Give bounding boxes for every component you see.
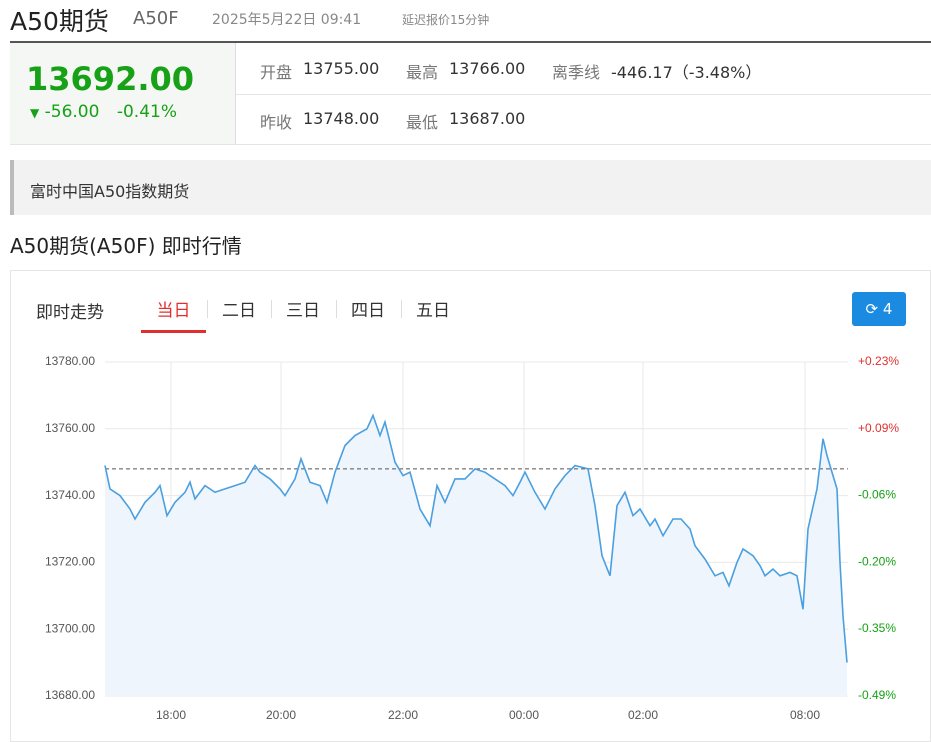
change-pct: -0.41% [116, 102, 177, 122]
change: -56.00 [44, 102, 100, 122]
field-value: 13766.00 [449, 59, 526, 78]
row-divider [10, 144, 931, 145]
y-tick-label: 13740.00 [45, 488, 95, 502]
delay: 延迟报价15分钟 [402, 13, 490, 27]
y-tick-label: 13700.00 [45, 621, 95, 635]
datetime: 2025年5月22日 09:41 [212, 12, 362, 28]
y-tick-label: 13680.00 [45, 688, 95, 702]
price: 13692.00 [26, 60, 195, 98]
field-label: 最低 [406, 113, 439, 132]
tab-sep [401, 300, 402, 318]
y2-tick-label: -0.06% [858, 488, 896, 502]
y2-tick-label: -0.20% [858, 555, 896, 569]
price-panel [10, 43, 236, 144]
y2-tick-label: -0.35% [858, 621, 896, 635]
y-tick-label: 13720.00 [45, 555, 95, 569]
y2-tick-label: +0.23% [858, 354, 899, 368]
tab[interactable]: 三日 [286, 301, 320, 321]
title: A50期货 [10, 7, 109, 36]
field-value: -446.17（-3.48%） [611, 63, 762, 82]
code: A50F [133, 8, 179, 29]
tab-sep [271, 300, 272, 318]
field-label: 昨收 [260, 113, 293, 132]
tab-sep [207, 300, 208, 318]
tab[interactable]: 五日 [416, 301, 450, 321]
refresh-icon: ⟳ [865, 300, 879, 318]
x-tick-label: 22:00 [388, 708, 418, 722]
field-label: 开盘 [260, 63, 293, 82]
field-value: 13748.00 [303, 109, 380, 128]
x-tick-label: 02:00 [628, 708, 658, 722]
y-tick-label: 13780.00 [45, 354, 95, 368]
y-tick-label: 13760.00 [45, 421, 95, 435]
row-divider [236, 94, 931, 95]
description-bar [10, 160, 931, 215]
tab-active[interactable]: 当日 [141, 296, 206, 333]
y2-tick-label: +0.09% [858, 421, 899, 435]
divider [10, 41, 931, 43]
x-tick-label: 00:00 [509, 708, 539, 722]
x-tick-label: 08:00 [790, 708, 820, 722]
field-label: 离季线 [552, 63, 601, 82]
field-value: 13687.00 [449, 109, 526, 128]
field-value: 13755.00 [303, 59, 380, 78]
change-row: ▼ -56.00 -0.41% [30, 102, 177, 122]
x-tick-label: 20:00 [266, 708, 296, 722]
field-label: 最高 [406, 63, 439, 82]
refresh-count: 4 [882, 300, 893, 318]
down-arrow: ▼ [30, 106, 40, 120]
tab[interactable]: 四日 [351, 301, 385, 321]
description: 富时中国A50指数期货 [30, 182, 190, 201]
line [104, 413, 848, 663]
x-tick-label: 18:00 [156, 708, 186, 722]
y2-tick-label: -0.49% [858, 688, 896, 702]
tab-sep [336, 300, 337, 318]
tab-label: 即时走势 [36, 303, 104, 323]
section-title: A50期货(A50F) 即时行情 [10, 234, 242, 258]
tab[interactable]: 二日 [222, 301, 256, 321]
area [105, 415, 847, 696]
refresh-button[interactable]: ⟳ 4 [852, 292, 906, 326]
